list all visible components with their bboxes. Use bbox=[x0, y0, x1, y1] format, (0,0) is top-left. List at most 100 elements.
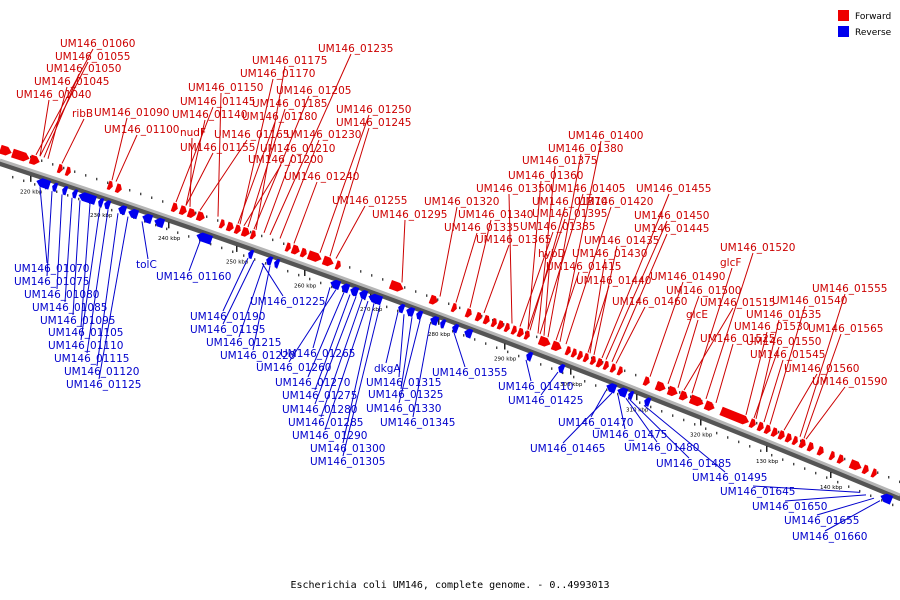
minor-tick bbox=[668, 386, 670, 390]
backbone bbox=[0, 158, 900, 497]
reverse-gene bbox=[72, 189, 79, 199]
minor-tick bbox=[56, 190, 58, 193]
reverse-gene-label: UM146_01300 bbox=[310, 443, 385, 455]
reverse-leader-line bbox=[540, 371, 559, 396]
forward-labels: UM146_01060UM146_01055UM146_01050UM146_0… bbox=[16, 38, 887, 388]
minor-tick bbox=[426, 294, 428, 297]
forward-gene bbox=[240, 226, 250, 237]
forward-gene-label: glcF bbox=[720, 257, 741, 269]
forward-gene-label: UM146_01205 bbox=[276, 85, 351, 97]
forward-gene bbox=[474, 311, 482, 322]
minor-tick bbox=[661, 410, 663, 413]
forward-gene-label: UM146_01100 bbox=[104, 124, 179, 136]
reverse-gene bbox=[248, 249, 255, 260]
major-tick bbox=[30, 175, 32, 182]
major-tick bbox=[236, 245, 238, 252]
major-tick bbox=[570, 368, 572, 375]
reverse-gene bbox=[617, 387, 629, 398]
forward-leader-line bbox=[529, 206, 566, 331]
forward-leader-line bbox=[683, 307, 734, 391]
reverse-gene-label: UM146_01105 bbox=[48, 327, 123, 339]
legend-forward-label: Forward bbox=[855, 12, 891, 22]
forward-leader-line bbox=[189, 137, 193, 207]
forward-gene bbox=[114, 183, 122, 193]
forward-gene-label: UM146_01335 bbox=[444, 222, 519, 234]
minor-tick bbox=[360, 270, 362, 273]
reverse-gene-label: tolC bbox=[136, 259, 157, 271]
reverse-gene bbox=[274, 258, 281, 269]
forward-gene bbox=[490, 317, 497, 328]
minor-tick bbox=[459, 306, 461, 310]
forward-leader-line bbox=[483, 244, 510, 314]
forward-gene-label: UM146_01440 bbox=[576, 275, 651, 287]
minor-tick bbox=[371, 274, 373, 277]
forward-gene-label: UM146_01515 bbox=[700, 297, 775, 309]
reverse-gene-label: UM146_01080 bbox=[24, 289, 99, 301]
minor-tick bbox=[155, 223, 157, 227]
minor-tick bbox=[793, 462, 795, 466]
reverse-gene bbox=[452, 323, 460, 334]
reverse-gene-label: UM146_01215 bbox=[206, 337, 281, 349]
forward-gene-label: UM146_01540 bbox=[772, 295, 847, 307]
forward-leader-line bbox=[263, 153, 294, 233]
minor-tick bbox=[177, 231, 179, 234]
forward-gene-label: UM146_01295 bbox=[372, 209, 447, 221]
reverse-gene-label: UM146_01285 bbox=[288, 417, 363, 429]
forward-gene bbox=[848, 459, 862, 471]
forward-gene bbox=[861, 464, 869, 475]
forward-gene-label: UM146_01090 bbox=[94, 107, 169, 119]
forward-gene bbox=[570, 348, 577, 358]
reverse-gene bbox=[368, 293, 384, 306]
forward-gene bbox=[388, 280, 404, 292]
reverse-leader-line bbox=[98, 216, 129, 380]
forward-gene bbox=[482, 314, 490, 325]
reverse-leader-line bbox=[590, 390, 607, 418]
forward-gene bbox=[56, 163, 63, 174]
minor-tick bbox=[448, 302, 450, 306]
forward-leader-line bbox=[543, 258, 551, 336]
forward-leader-line bbox=[601, 193, 670, 359]
minor-tick bbox=[507, 350, 509, 354]
minor-tick bbox=[107, 181, 109, 185]
minor-tick bbox=[727, 436, 729, 439]
reverse-gene bbox=[880, 493, 894, 505]
forward-gene bbox=[106, 180, 113, 191]
reverse-gene-label: UM146_01095 bbox=[40, 315, 115, 327]
minor-tick bbox=[96, 177, 98, 181]
reverse-gene-label: UM146_01070 bbox=[14, 263, 89, 275]
reverse-gene bbox=[440, 319, 447, 329]
reverse-leader-line bbox=[39, 187, 48, 264]
minor-tick bbox=[635, 373, 637, 377]
reverse-leader-line bbox=[453, 332, 466, 368]
forward-leader-line bbox=[565, 206, 612, 345]
forward-leader-line bbox=[649, 281, 684, 377]
minor-tick bbox=[166, 227, 168, 231]
reverse-leader-line bbox=[816, 497, 875, 516]
forward-gene bbox=[616, 366, 623, 376]
minor-tick bbox=[595, 384, 597, 387]
forward-gene-label: UM146_01145 bbox=[180, 96, 255, 108]
reverse-gene bbox=[62, 185, 69, 196]
forward-gene bbox=[516, 327, 524, 338]
minor-tick bbox=[624, 369, 626, 373]
forward-leader-line bbox=[237, 121, 276, 224]
reverse-gene bbox=[430, 315, 440, 326]
tick-label: 140 kbp bbox=[820, 485, 843, 491]
forward-leader-line bbox=[745, 331, 768, 415]
minor-tick bbox=[265, 262, 267, 265]
forward-gene-label: UM146_01055 bbox=[55, 51, 130, 63]
legend-forward-swatch bbox=[838, 10, 849, 21]
minor-tick bbox=[397, 309, 399, 313]
minor-tick bbox=[188, 235, 190, 238]
minor-tick bbox=[309, 277, 311, 281]
forward-gene-label: UM146_01555 bbox=[812, 283, 887, 295]
forward-leader-line bbox=[199, 139, 248, 211]
legend-reverse-label: Reverse bbox=[855, 28, 892, 38]
forward-leader-line bbox=[253, 95, 310, 230]
reverse-gene bbox=[266, 256, 274, 266]
forward-gene-label: UM146_01565 bbox=[808, 323, 883, 335]
reverse-gene bbox=[558, 363, 566, 374]
reverse-gene-label: UM146_01275 bbox=[282, 390, 357, 402]
forward-leader-line bbox=[587, 285, 610, 353]
reverse-gene-label: UM146_01075 bbox=[14, 276, 89, 288]
